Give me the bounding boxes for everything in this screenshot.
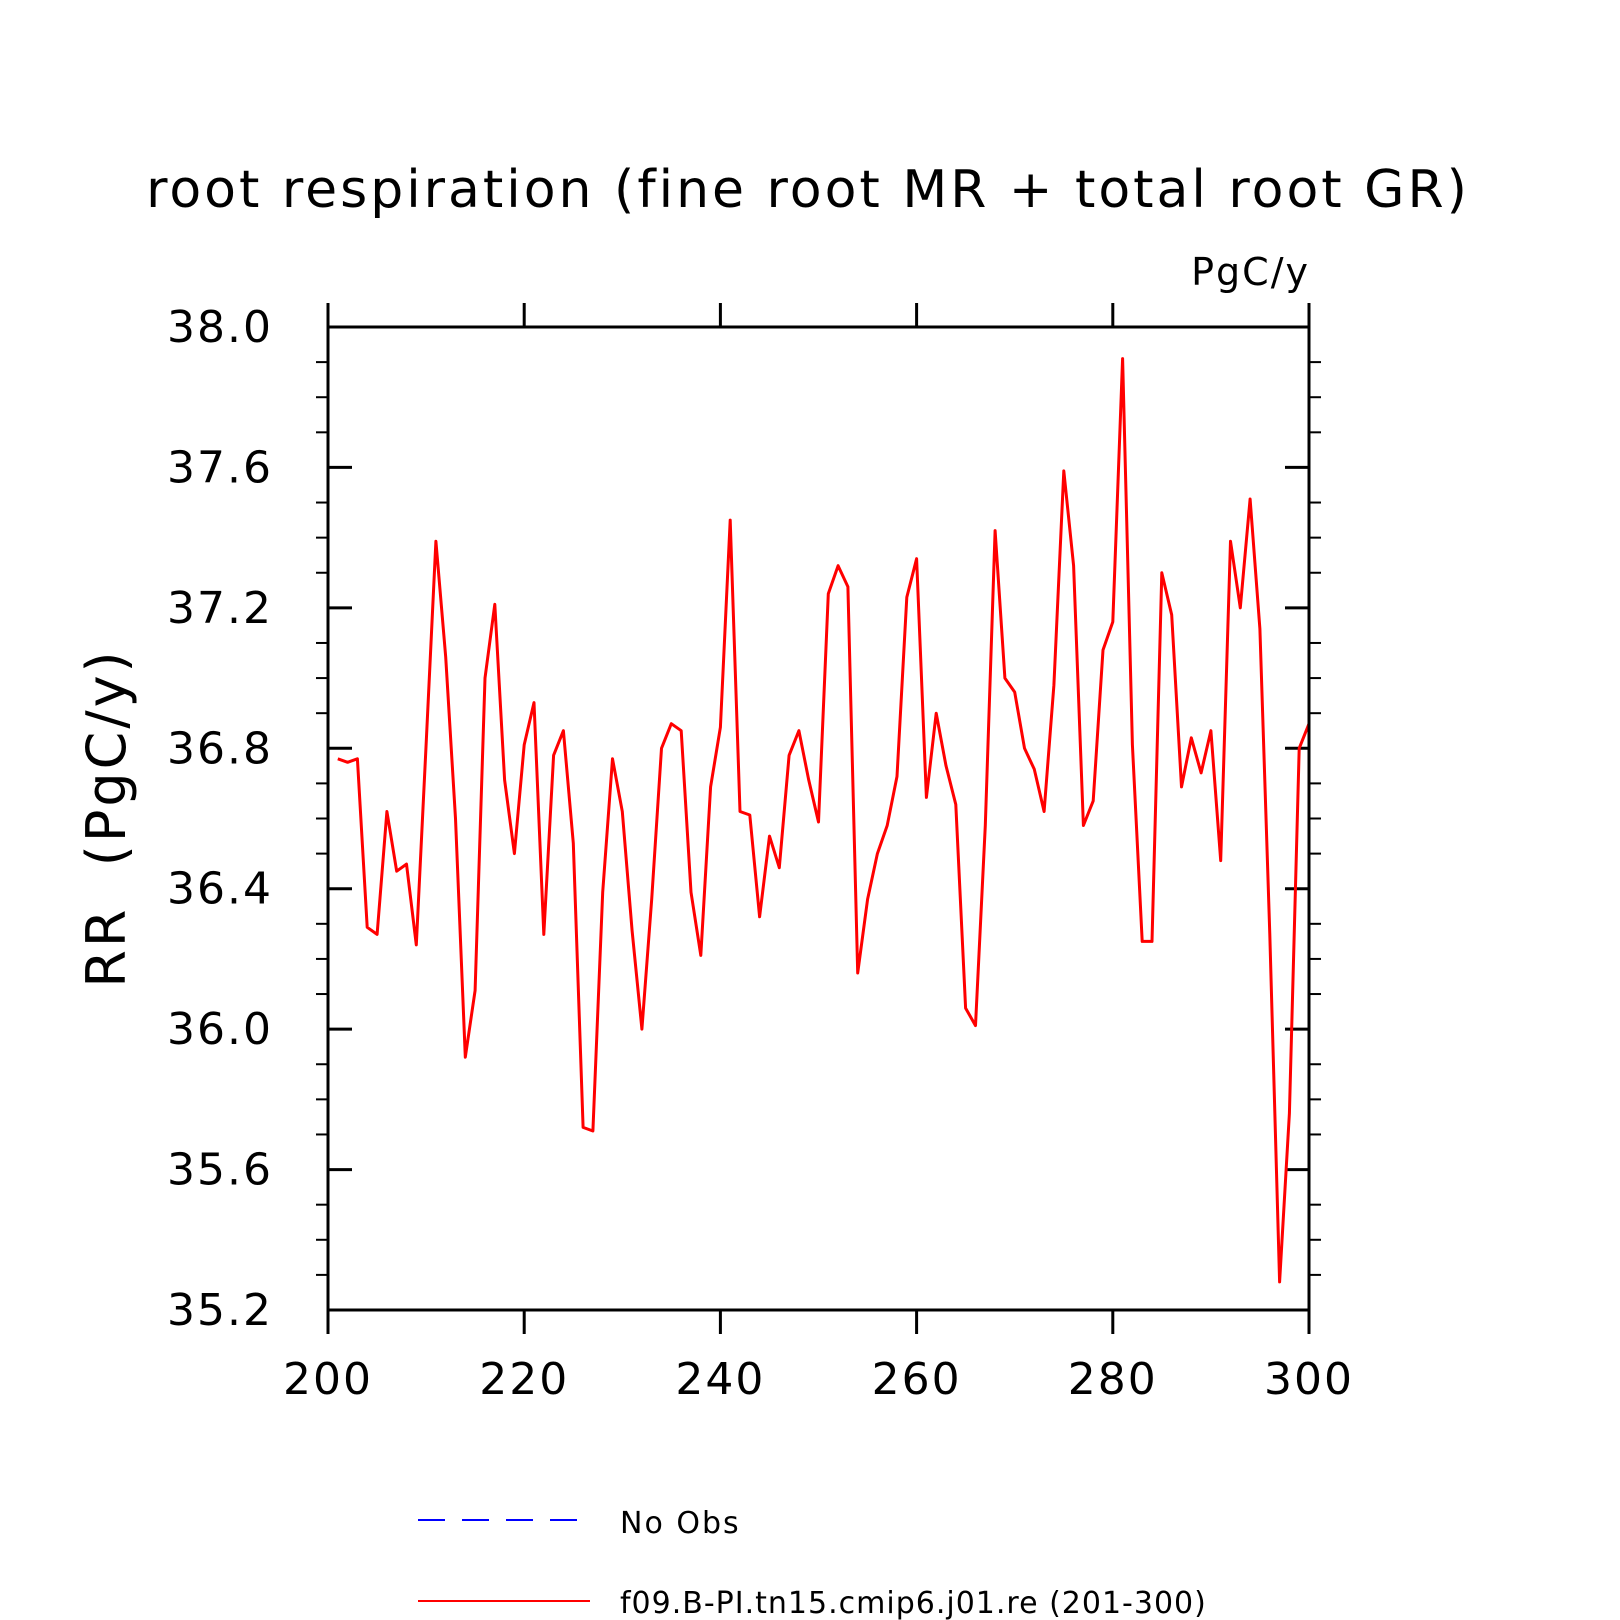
- y-axis-ticks: 35.2 35.6 36.0 36.4 36.8 37.2 37.6 38.0: [167, 302, 1309, 1336]
- x-tick-label: 220: [479, 1354, 569, 1405]
- legend-label-no-obs: No Obs: [620, 1506, 741, 1541]
- x-tick-label: 260: [872, 1354, 962, 1405]
- series-line: [337, 357, 1309, 1284]
- y-tick-label: 35.6: [167, 1145, 273, 1196]
- y-tick-label: 38.0: [167, 302, 273, 353]
- y-tick-label: 36.8: [167, 723, 273, 774]
- y-tick-label: 36.4: [167, 864, 273, 915]
- minor-ticks: [316, 361, 1321, 1276]
- legend: No Obs f09.B-PI.tn15.cmip6.j01.re (201-3…: [418, 1506, 1207, 1620]
- y-tick-label: 35.2: [167, 1285, 273, 1336]
- chart-title: root respiration (fine root MR + total r…: [146, 160, 1470, 220]
- y-tick-label: 37.6: [167, 442, 273, 493]
- y-axis-label: RR (PgC/y): [75, 648, 138, 987]
- legend-label-series: f09.B-PI.tn15.cmip6.j01.re (201-300): [620, 1586, 1207, 1620]
- x-tick-label: 200: [283, 1354, 373, 1405]
- y-tick-label: 37.2: [167, 583, 273, 634]
- x-tick-label: 240: [675, 1354, 765, 1405]
- y-tick-label: 36.0: [167, 1004, 273, 1055]
- x-tick-label: 300: [1264, 1354, 1354, 1405]
- plot-frame: [326, 325, 1311, 1312]
- x-axis-ticks: 200 220 240 260 280 300: [283, 303, 1354, 1405]
- units-label: PgC/y: [1191, 250, 1310, 294]
- x-tick-label: 280: [1068, 1354, 1158, 1405]
